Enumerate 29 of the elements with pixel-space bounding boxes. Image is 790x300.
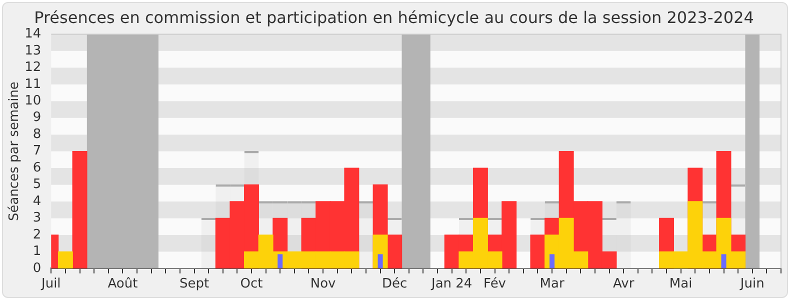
y-tick-label: 10	[24, 93, 42, 108]
y-tick-label: 0	[32, 260, 42, 276]
y-axis-title: Séances par semaine	[7, 82, 22, 222]
x-tick-label: Oct	[240, 276, 263, 292]
y-tick-label: 12	[24, 60, 42, 76]
x-tick-label: Déc	[382, 276, 408, 292]
y-tick-label: 3	[32, 210, 42, 226]
y-tick-label: 14	[24, 26, 42, 42]
x-tick-label: Fév	[484, 276, 506, 292]
y-tick-label: 7	[32, 144, 42, 159]
x-tick-label: Juil	[40, 276, 61, 292]
x-tick-label: Mar	[540, 276, 565, 292]
x-tick-label: Juin	[739, 276, 764, 292]
y-tick-label: 9	[32, 110, 42, 126]
x-tick-label: Nov	[310, 276, 336, 292]
y-tick-label: 8	[32, 126, 42, 142]
chart-title: Présences en commission et participation en hémicycle au cours de la session 2023-2024	[34, 8, 754, 27]
x-tick-label: Août	[108, 276, 138, 292]
y-tick-label: 4	[32, 194, 42, 209]
y-tick-label: 1	[32, 244, 42, 260]
y-tick-label: 6	[32, 160, 42, 176]
y-tick-label: 2	[32, 227, 42, 242]
y-tick-label: 11	[24, 76, 42, 92]
x-tick-label: Jan 24	[430, 276, 472, 292]
x-tick-label: Sept	[179, 276, 210, 292]
x-tick-label: Avr	[612, 276, 635, 292]
x-tick-label: Mai	[669, 276, 692, 292]
y-tick-label: 13	[24, 43, 42, 58]
y-tick-label: 5	[32, 177, 42, 192]
